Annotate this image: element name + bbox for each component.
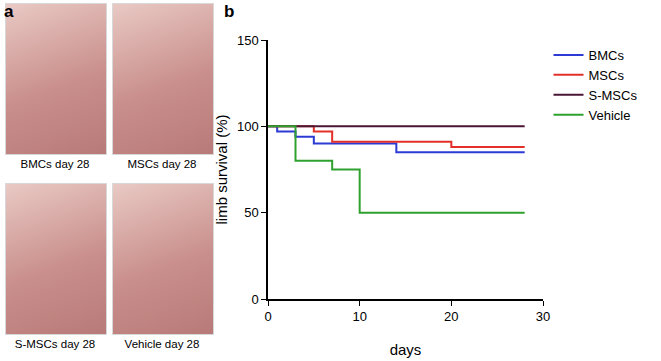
- svg-text:0: 0: [264, 309, 271, 324]
- svg-text:MSCs: MSCs: [589, 68, 625, 83]
- html-text:S-MSCs day 28: S-MSCs day 28: [14, 338, 96, 350]
- svg-text:30: 30: [536, 309, 550, 324]
- html-text:b: b: [224, 2, 235, 21]
- html-text:BMCs day 28: BMCs day 28: [20, 158, 90, 170]
- svg-text:0: 0: [251, 292, 258, 307]
- svg-text:100: 100: [237, 119, 259, 134]
- svg-text:days: days: [390, 341, 422, 358]
- svg-text:50: 50: [244, 205, 258, 220]
- html-text:MSCs day 28: MSCs day 28: [127, 158, 197, 170]
- svg-text:S-MSCs: S-MSCs: [589, 88, 638, 103]
- svg-text:BMCs: BMCs: [589, 48, 625, 63]
- svg-text:10: 10: [352, 309, 366, 324]
- svg-text:Vehicle: Vehicle: [589, 108, 631, 123]
- svg-text:150: 150: [237, 33, 259, 48]
- svg-text:limb survival (%): limb survival (%): [213, 114, 230, 224]
- svg-text:20: 20: [444, 309, 458, 324]
- html-text:Vehicle day 28: Vehicle day 28: [124, 338, 200, 350]
- html-text:a: a: [4, 2, 14, 21]
